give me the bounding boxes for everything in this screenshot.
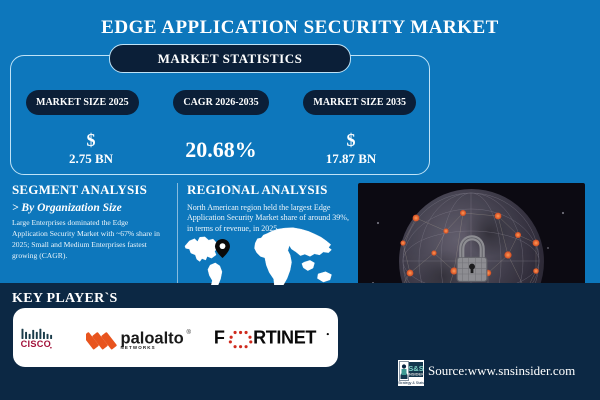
svg-text:Strategy & Stats: Strategy & Stats xyxy=(398,381,424,385)
svg-text:F: F xyxy=(213,327,224,347)
svg-text:RTINET: RTINET xyxy=(253,327,316,347)
svg-text:INSIDER: INSIDER xyxy=(408,372,424,377)
svg-text:CISCO: CISCO xyxy=(21,339,51,349)
svg-text:®: ® xyxy=(186,329,191,336)
svg-text:NETWORKS: NETWORKS xyxy=(120,345,155,350)
